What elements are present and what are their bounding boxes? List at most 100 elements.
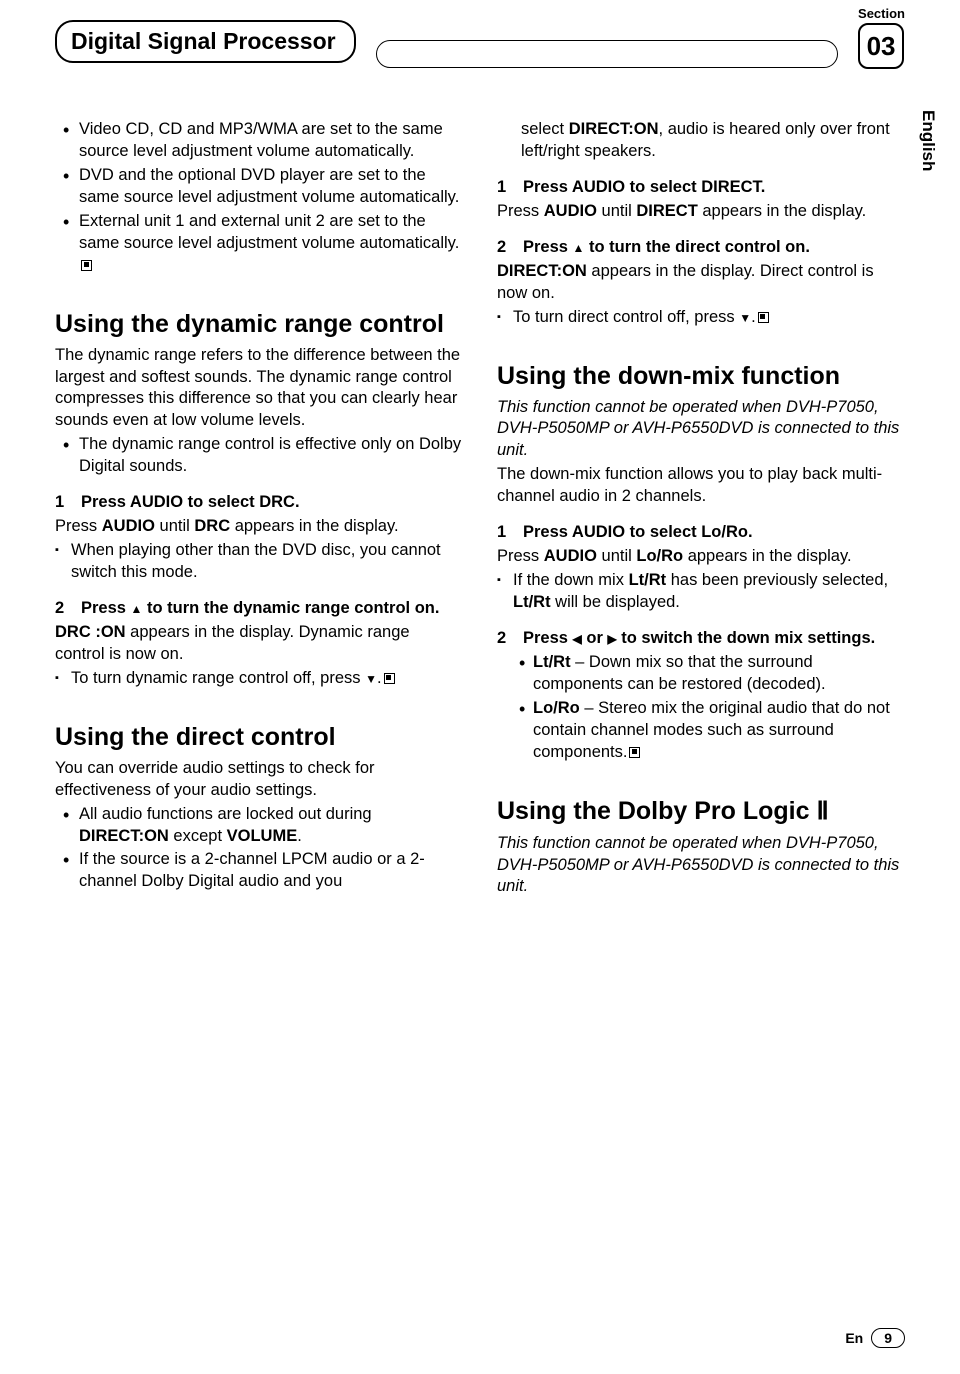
list-item: Lo/Ro – Stereo mix the original audio th… [497,698,905,764]
downmix-step2-head: 2Press or to switch the down mix setting… [497,628,905,650]
body-columns: Video CD, CD and MP3/WMA are set to the … [55,119,905,900]
text: select [521,120,569,138]
list-item: DVD and the optional DVD player are set … [55,165,463,209]
text: – Stereo mix the original audio that do … [533,699,890,761]
drc-step2-body: DRC :ON appears in the display. Dynamic … [55,622,463,666]
text: to switch the down mix settings. [617,629,876,647]
downmix-step1-head: 1Press AUDIO to select Lo/Ro. [497,522,905,544]
drc-heading: Using the dynamic range control [55,309,463,339]
text: – Down mix so that the surround componen… [533,653,826,693]
list-item: If the down mix Lt/Rt has been previousl… [497,570,905,614]
list-item: Video CD, CD and MP3/WMA are set to the … [55,119,463,163]
end-mark-icon [629,747,640,758]
dolby-italic: This function cannot be operated when DV… [497,833,905,899]
text: Press [497,202,544,220]
drc-note-bullets: The dynamic range control is effective o… [55,434,463,478]
text: Lt/Rt [533,653,571,671]
text: External unit 1 and external unit 2 are … [79,212,459,252]
text: until [155,517,194,535]
downmix-intro: The down-mix function allows you to play… [497,464,905,508]
downmix-step1-note: If the down mix Lt/Rt has been previousl… [497,570,905,614]
text: AUDIO [102,517,155,535]
text: DIRECT:ON [497,262,587,280]
footer-lang: En [845,1330,863,1346]
section-number: 03 [858,23,904,69]
down-arrow-icon [365,669,377,687]
text: Using the Dolby Pro Logic [497,797,816,825]
text: To turn dynamic range control off, press [71,669,365,687]
text: Lt/Rt [629,571,667,589]
list-item: When playing other than the DVD disc, yo… [55,540,463,584]
list-item: To turn direct control off, press . [497,307,905,329]
downmix-italic: This function cannot be operated when DV… [497,397,905,463]
text: . [297,827,302,845]
text: Lo/Ro [636,547,683,565]
up-arrow-icon [131,599,143,617]
downmix-options: Lt/Rt – Down mix so that the surround co… [497,652,905,764]
text: All audio functions are locked out durin… [79,805,372,823]
text: until [597,202,636,220]
text: until [597,547,636,565]
direct-step2-head: 2Press to turn the direct control on. [497,237,905,259]
direct-step2-body: DIRECT:ON appears in the display. Direct… [497,261,905,305]
step-number: 1 [497,177,523,199]
end-mark-icon [81,260,92,271]
right-column: select DIRECT:ON, audio is heared only o… [497,119,905,900]
text: Press [523,629,573,647]
drc-step1-head: 1Press AUDIO to select DRC. [55,492,463,514]
direct-intro: You can override audio settings to check… [55,758,463,802]
list-item: If the source is a 2-channel LPCM audio … [55,849,463,893]
text: Press [523,238,573,256]
step-title: Press AUDIO to select DRC. [81,493,300,511]
text: DIRECT:ON [79,827,169,845]
chapter-title: Digital Signal Processor [55,20,356,63]
dolby-heading: Using the Dolby Pro Logic Ⅱ [497,796,905,827]
direct-step2-note: To turn direct control off, press . [497,307,905,329]
direct-step1-head: 1Press AUDIO to select DIRECT. [497,177,905,199]
step-number: 1 [55,492,81,514]
text: appears in the display. [230,517,398,535]
text: appears in the display. [698,202,866,220]
text: Lo/Ro [533,699,580,717]
right-arrow-icon [607,629,616,647]
text: Press [497,547,544,565]
left-column: Video CD, CD and MP3/WMA are set to the … [55,119,463,900]
step-number: 1 [497,522,523,544]
text: DRC :ON [55,623,126,641]
text: AUDIO [544,202,597,220]
header-spacer [376,40,838,68]
text: To turn direct control off, press [513,308,739,326]
down-arrow-icon [739,308,751,326]
list-item: External unit 1 and external unit 2 are … [55,211,463,277]
step-title: Press AUDIO to select Lo/Ro. [523,523,753,541]
text: Lt/Rt [513,593,551,611]
list-item: To turn dynamic range control off, press… [55,668,463,690]
text: to turn the dynamic range control on. [142,599,439,617]
drc-step1-note: When playing other than the DVD disc, yo… [55,540,463,584]
downmix-heading: Using the down-mix function [497,361,905,391]
downmix-step1-body: Press AUDIO until Lo/Ro appears in the d… [497,546,905,568]
text: Press [55,517,102,535]
text: Ⅱ [816,798,828,825]
text: VOLUME [227,827,298,845]
section-label: Section [858,6,905,21]
language-side-label: English [918,110,938,171]
text: to turn the direct control on. [584,238,810,256]
end-mark-icon [758,312,769,323]
text: has been previously selected, [666,571,888,589]
end-mark-icon [384,673,395,684]
drc-step2-head: 2Press to turn the dynamic range control… [55,598,463,620]
text: DRC [194,517,230,535]
direct-bullets: All audio functions are locked out durin… [55,804,463,894]
text: appears in the display. [683,547,851,565]
intro-bullets: Video CD, CD and MP3/WMA are set to the … [55,119,463,277]
text: DIRECT [636,202,697,220]
step-number: 2 [497,237,523,259]
direct-cont: select DIRECT:ON, audio is heared only o… [497,119,905,163]
text: Press [81,599,131,617]
text: AUDIO [544,547,597,565]
text: except [169,827,227,845]
page-number: 9 [871,1328,905,1348]
page-header: Digital Signal Processor Section 03 [55,20,905,69]
list-item: Lt/Rt – Down mix so that the surround co… [497,652,905,696]
